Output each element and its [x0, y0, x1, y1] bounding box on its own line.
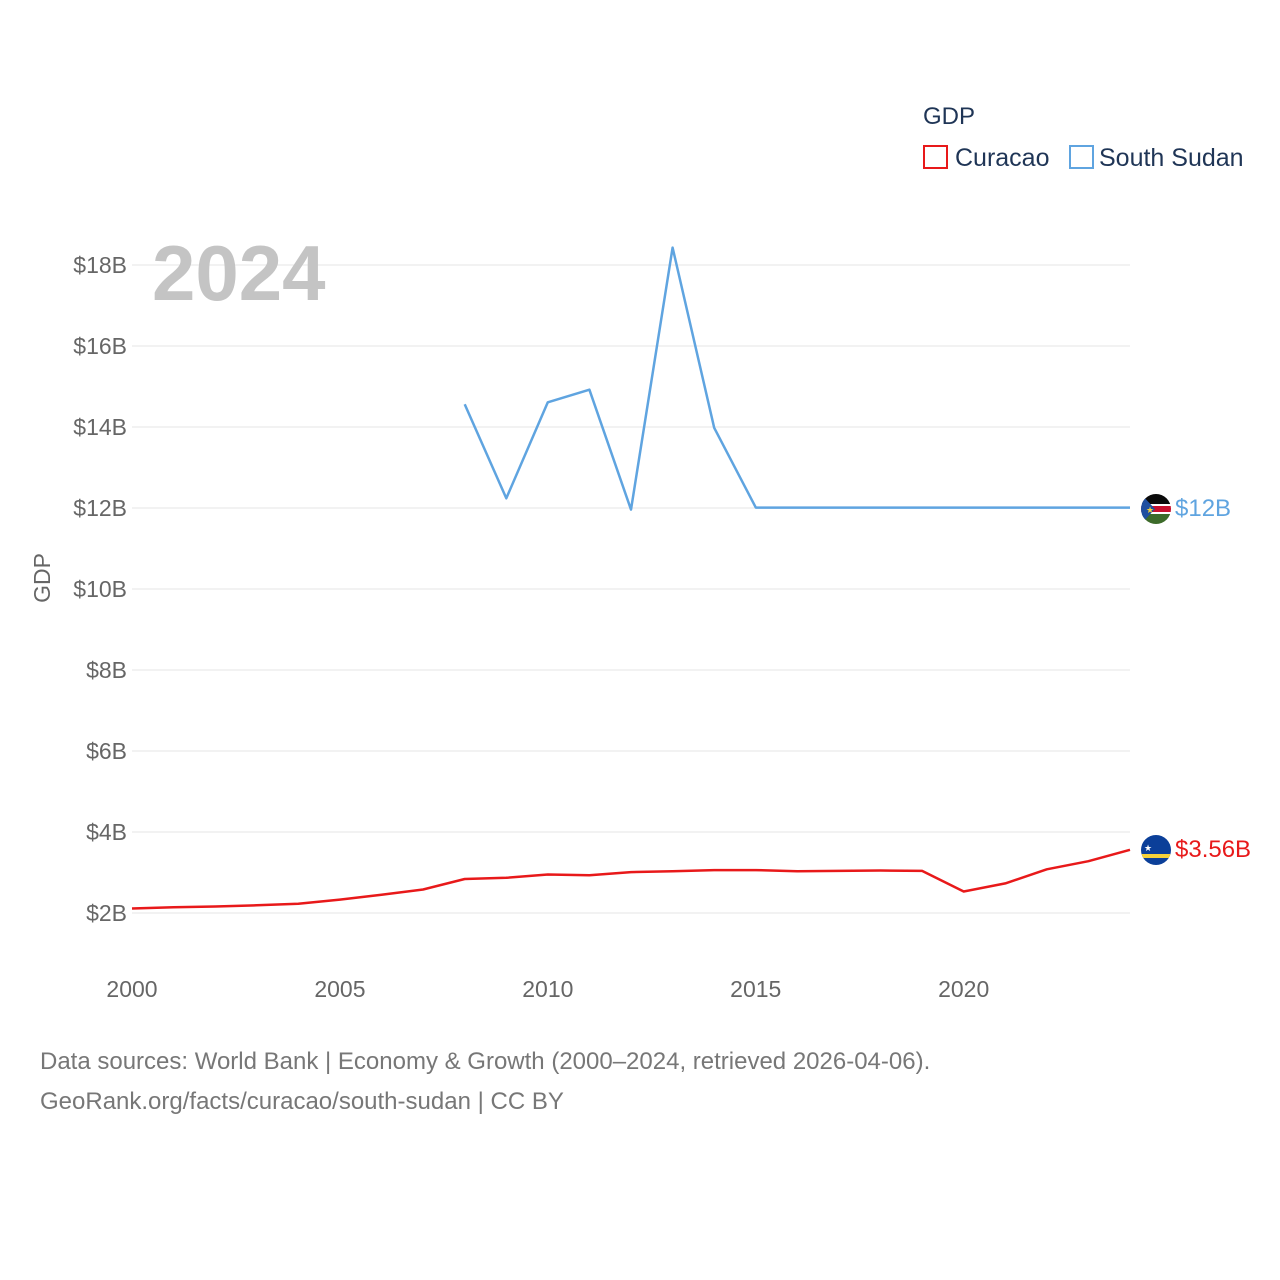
source-link[interactable]: GeoRank.org/facts/curacao/south-sudan | …	[40, 1088, 564, 1115]
y-tick-label: $2B	[86, 900, 127, 926]
legend-item-south-sudan[interactable]: South Sudan	[1069, 144, 1244, 172]
x-tick-label: 2010	[522, 976, 573, 1002]
year-label: 2024	[152, 229, 326, 317]
source-note: Data sources: World Bank | Economy & Gro…	[40, 1042, 930, 1122]
curacao-flag-icon: ★	[1141, 835, 1171, 865]
legend-swatch-south-sudan	[1069, 145, 1094, 169]
y-tick-label: $10B	[73, 576, 127, 602]
series-lines	[131, 246, 1131, 910]
series-line-south-sudan	[463, 246, 1130, 511]
end-label-curacao: $3.56B	[1175, 836, 1251, 863]
gridlines	[132, 264, 1130, 914]
legend-title: GDP	[923, 103, 975, 130]
legend-item-curacao[interactable]: Curacao	[923, 144, 1050, 172]
legend-label-south-sudan: South Sudan	[1099, 144, 1244, 172]
x-axis-ticks: 2000 2005 2010 2015 2020	[106, 976, 989, 1002]
x-tick-label: 2005	[314, 976, 365, 1002]
y-tick-label: $18B	[73, 252, 127, 278]
y-tick-label: $4B	[86, 819, 127, 845]
y-tick-label: $14B	[73, 414, 127, 440]
svg-text:★: ★	[1144, 843, 1152, 853]
y-tick-label: $8B	[86, 657, 127, 683]
x-tick-label: 2015	[730, 976, 781, 1002]
south-sudan-flag-icon: ★	[1141, 494, 1171, 524]
x-tick-label: 2020	[938, 976, 989, 1002]
legend[interactable]: GDP Curacao South Sudan	[923, 103, 1244, 172]
series-line-curacao	[131, 848, 1131, 910]
legend-label-curacao: Curacao	[955, 144, 1050, 172]
y-tick-label: $12B	[73, 495, 127, 521]
legend-swatch-curacao	[923, 145, 948, 169]
end-label-south-sudan: $12B	[1175, 495, 1231, 522]
y-axis-title: GDP	[29, 553, 55, 603]
y-tick-label: $16B	[73, 333, 127, 359]
svg-text:★: ★	[1146, 505, 1154, 515]
y-axis-ticks: $2B $4B $6B $8B $10B $12B $14B $16B $18B	[73, 252, 127, 926]
x-tick-label: 2000	[106, 976, 157, 1002]
source-line: Data sources: World Bank | Economy & Gro…	[40, 1048, 931, 1075]
y-tick-label: $6B	[86, 738, 127, 764]
